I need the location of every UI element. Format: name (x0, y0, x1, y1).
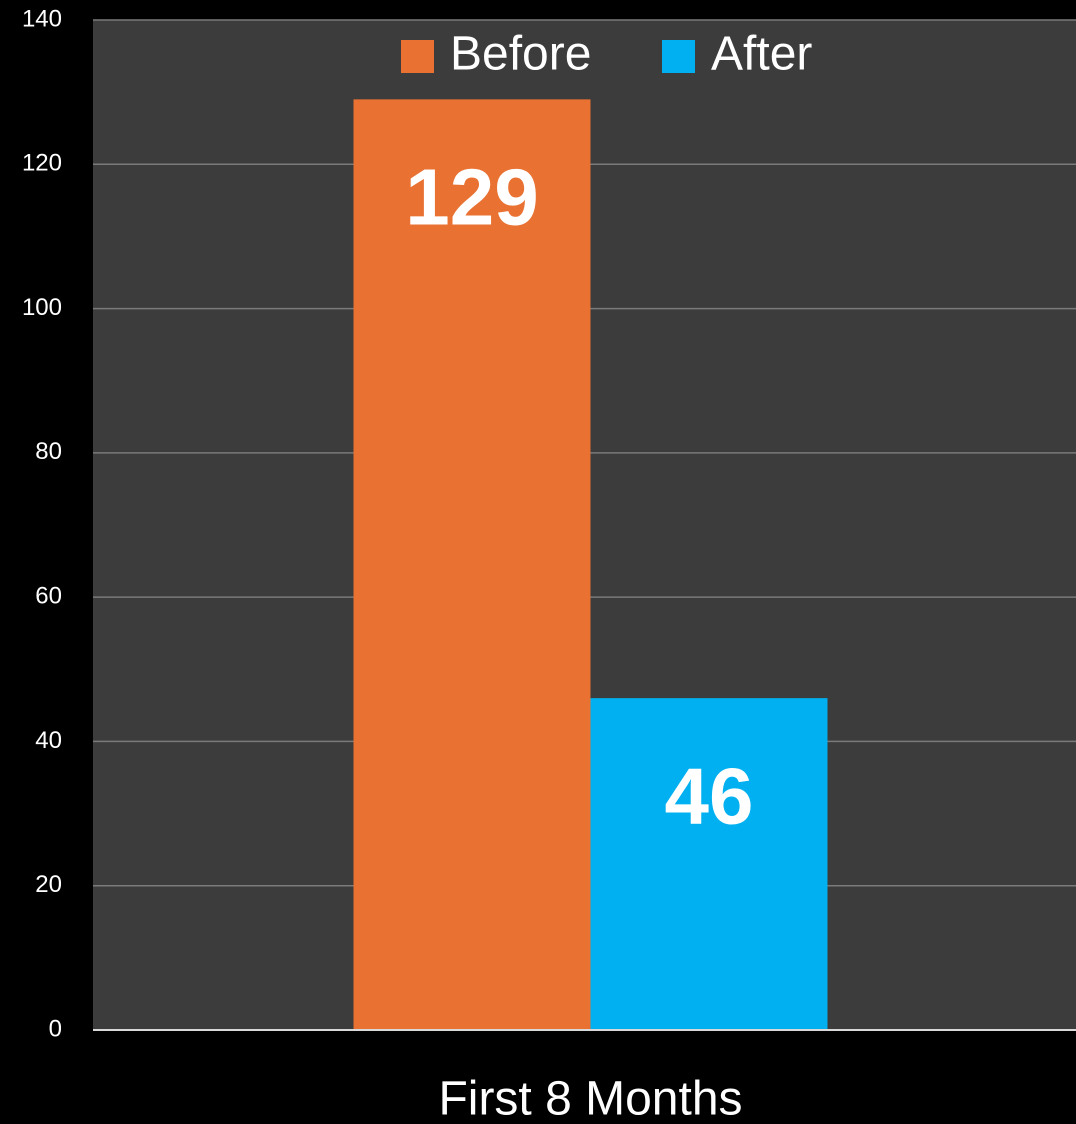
legend-swatch (401, 40, 434, 73)
legend-swatch (662, 40, 695, 73)
legend-label: After (711, 28, 812, 81)
data-label: 129 (405, 152, 538, 241)
y-tick-label: 120 (22, 150, 62, 177)
y-tick-label: 140 (22, 5, 62, 32)
y-tick-label: 60 (35, 582, 62, 609)
data-label: 46 (665, 751, 754, 840)
bar (353, 99, 591, 1031)
y-tick-label: 100 (22, 294, 62, 321)
bar (590, 698, 828, 1030)
x-tick-label: First 8 Months (438, 1073, 742, 1124)
y-tick-label: 80 (35, 438, 62, 465)
y-tick-label: 40 (35, 727, 62, 754)
legend-label: Before (450, 28, 591, 81)
y-tick-label: 20 (35, 871, 62, 898)
y-tick-label: 0 (49, 1015, 62, 1042)
